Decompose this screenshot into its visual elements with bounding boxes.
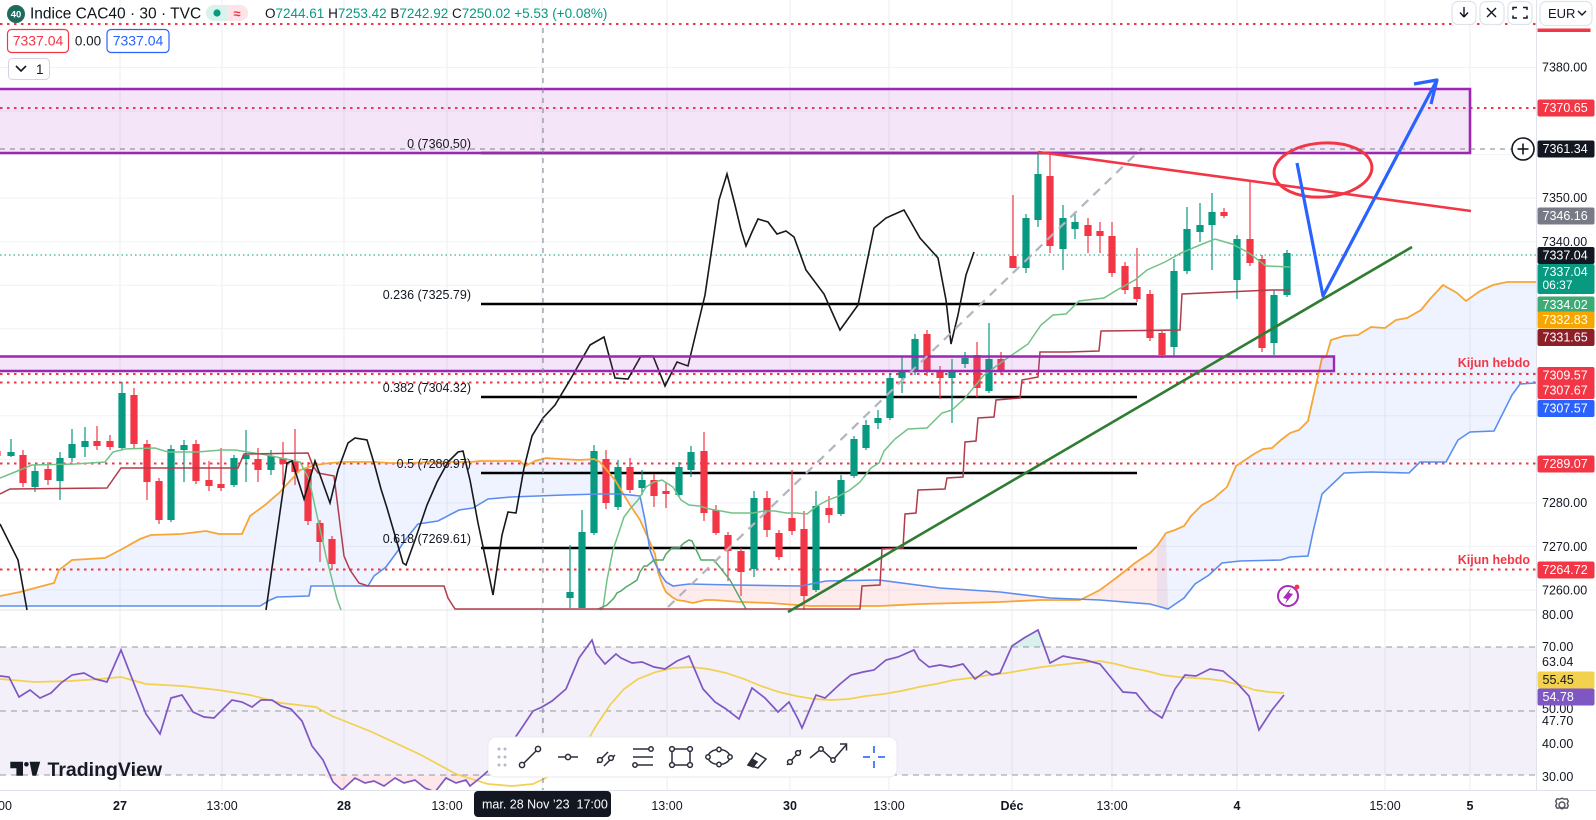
svg-text:70.00: 70.00 — [1542, 640, 1573, 654]
svg-text:7350.00: 7350.00 — [1542, 191, 1587, 205]
svg-text:7370.65: 7370.65 — [1543, 101, 1588, 115]
svg-text:7332.83: 7332.83 — [1543, 313, 1588, 327]
svg-text:13:00: 13:00 — [651, 799, 682, 813]
svg-text:7337.04: 7337.04 — [113, 33, 164, 49]
svg-text:mar. 28 Nov ’23 17:00: mar. 28 Nov ’23 17:00 — [482, 798, 608, 812]
svg-text:50.00: 50.00 — [1542, 702, 1573, 716]
svg-text:30: 30 — [783, 799, 797, 813]
svg-text:7337.04: 7337.04 — [1543, 265, 1588, 279]
svg-text:15:00: 15:00 — [1369, 799, 1400, 813]
svg-text:54.78: 54.78 — [1543, 690, 1574, 704]
svg-text:7307.57: 7307.57 — [1543, 402, 1588, 416]
svg-text:7337.04: 7337.04 — [13, 33, 64, 49]
svg-text:7309.57: 7309.57 — [1543, 369, 1588, 383]
svg-text:28: 28 — [337, 799, 351, 813]
svg-text:63.04: 63.04 — [1542, 655, 1573, 669]
svg-text:7380.00: 7380.00 — [1542, 61, 1587, 75]
svg-text:80.00: 80.00 — [1542, 608, 1573, 622]
svg-text:7340.00: 7340.00 — [1542, 235, 1587, 249]
svg-text:13:00: 13:00 — [873, 799, 904, 813]
svg-text:30.00: 30.00 — [1542, 770, 1573, 784]
svg-text:40: 40 — [11, 10, 22, 21]
svg-text:0.00: 0.00 — [75, 34, 101, 49]
svg-text:Kijun hebdo: Kijun hebdo — [1458, 553, 1531, 567]
svg-text:13:00: 13:00 — [431, 799, 462, 813]
svg-text:7361.34: 7361.34 — [1543, 142, 1588, 156]
svg-text:0.382 (7304.32): 0.382 (7304.32) — [383, 381, 471, 395]
svg-text:0.236 (7325.79): 0.236 (7325.79) — [383, 288, 471, 302]
svg-text:7307.67: 7307.67 — [1543, 384, 1588, 398]
svg-text:7334.02: 7334.02 — [1543, 298, 1588, 312]
svg-text:4: 4 — [1234, 799, 1241, 813]
svg-text:7331.65: 7331.65 — [1543, 331, 1588, 345]
svg-text:≈: ≈ — [233, 6, 240, 21]
svg-text:EUR: EUR — [1548, 6, 1575, 21]
svg-text:0 (7360.50): 0 (7360.50) — [407, 137, 471, 151]
svg-text:27: 27 — [113, 799, 127, 813]
svg-text:TradingView: TradingView — [48, 759, 163, 781]
svg-text:1: 1 — [36, 62, 44, 77]
svg-text:13:00: 13:00 — [206, 799, 237, 813]
svg-text:40.00: 40.00 — [1542, 737, 1573, 751]
svg-text:Indice CAC40 · 30 · TVC: Indice CAC40 · 30 · TVC — [30, 6, 201, 23]
svg-text:7289.07: 7289.07 — [1543, 457, 1588, 471]
svg-text:7280.00: 7280.00 — [1542, 496, 1587, 510]
svg-text:O7244.61 H7253.42 B7242.92 C72: O7244.61 H7253.42 B7242.92 C7250.02 +5.5… — [265, 6, 607, 21]
svg-text:06:37: 06:37 — [1543, 278, 1573, 292]
svg-text:0.5 (7286.97): 0.5 (7286.97) — [397, 457, 471, 471]
svg-text:55.45: 55.45 — [1543, 673, 1574, 687]
svg-text:7337.04: 7337.04 — [1543, 249, 1588, 263]
svg-text:7264.72: 7264.72 — [1543, 563, 1588, 577]
svg-text:0.618 (7269.61): 0.618 (7269.61) — [383, 532, 471, 546]
svg-text:7346.16: 7346.16 — [1543, 209, 1588, 223]
svg-text:Kijun hebdo: Kijun hebdo — [1458, 356, 1531, 370]
svg-text:Déc: Déc — [1001, 799, 1024, 813]
svg-text:00: 00 — [0, 799, 12, 813]
svg-text:13:00: 13:00 — [1096, 799, 1127, 813]
svg-text:5: 5 — [1467, 799, 1474, 813]
svg-text:47.70: 47.70 — [1542, 714, 1573, 728]
svg-text:7260.00: 7260.00 — [1542, 583, 1587, 597]
svg-text:7270.00: 7270.00 — [1542, 540, 1587, 554]
